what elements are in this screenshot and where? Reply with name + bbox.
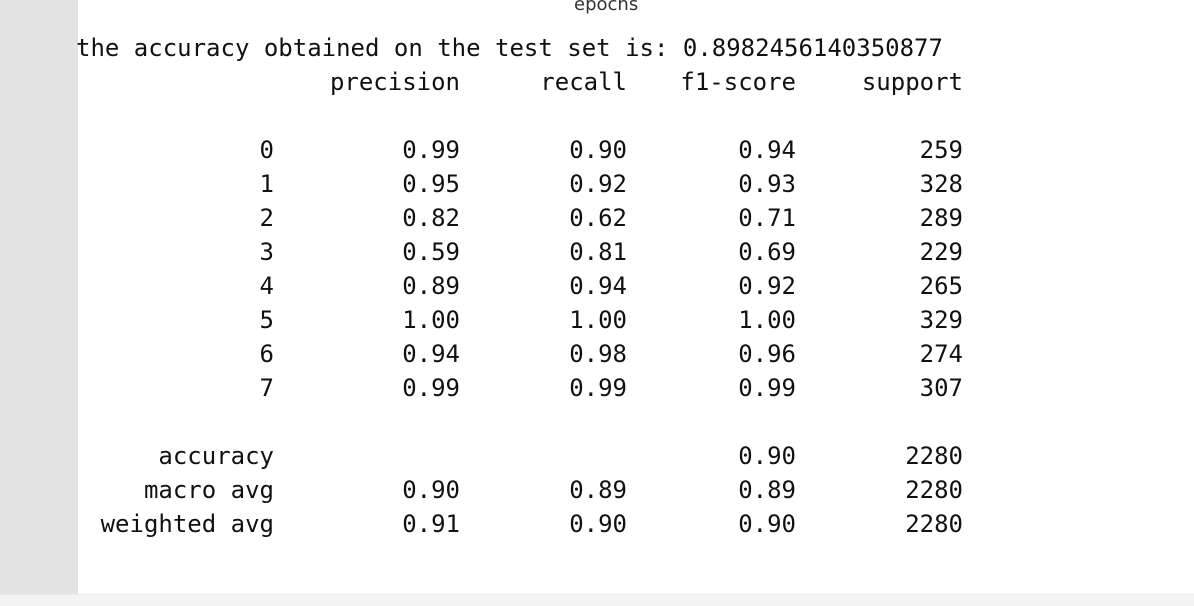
- support-value: 329: [919, 306, 963, 334]
- row-label: accuracy: [158, 442, 274, 470]
- bottom-scroll-strip: [0, 594, 1194, 606]
- row-label: 6: [259, 340, 274, 368]
- f1-score-value: 1.00: [738, 306, 796, 334]
- f1-score-value: 0.94: [738, 136, 796, 164]
- row-label: 2: [259, 204, 274, 232]
- row-label: 0: [259, 136, 274, 164]
- table-row: 7 0.99 0.99 0.99 307: [76, 371, 1076, 405]
- precision-value: 0.99: [402, 136, 460, 164]
- recall-value: 0.92: [569, 170, 627, 198]
- support-value: 259: [919, 136, 963, 164]
- recall-value: 0.90: [569, 510, 627, 538]
- accuracy-line: the accuracy obtained on the test set is…: [76, 34, 943, 62]
- precision-value: 0.89: [402, 272, 460, 300]
- precision-value: 0.95: [402, 170, 460, 198]
- precision-value: 0.82: [402, 204, 460, 232]
- recall-value: 0.90: [569, 136, 627, 164]
- support-value: 274: [919, 340, 963, 368]
- row-label: 1: [259, 170, 274, 198]
- table-row: 6 0.94 0.98 0.96 274: [76, 337, 1076, 371]
- row-label: 3: [259, 238, 274, 266]
- support-value: 2280: [905, 476, 963, 504]
- recall-value: 0.94: [569, 272, 627, 300]
- table-row: 5 1.00 1.00 1.00 329: [76, 303, 1076, 337]
- cell-gutter: [0, 0, 78, 594]
- row-label: 5: [259, 306, 274, 334]
- f1-score-value: 0.90: [738, 510, 796, 538]
- support-value: 229: [919, 238, 963, 266]
- precision-value: 0.90: [402, 476, 460, 504]
- support-value: 328: [919, 170, 963, 198]
- table-row: 1 0.95 0.92 0.93 328: [76, 167, 1076, 201]
- f1-score-value: 0.71: [738, 204, 796, 232]
- header-precision: precision: [329, 68, 460, 96]
- row-label: weighted avg: [100, 510, 274, 538]
- precision-value: 0.94: [402, 340, 460, 368]
- support-value: 307: [919, 374, 963, 402]
- classification-report-output: the accuracy obtained on the test set is…: [76, 0, 1186, 594]
- table-row: weighted avg 0.91 0.90 0.90 2280: [76, 507, 1076, 541]
- support-value: 2280: [905, 442, 963, 470]
- recall-value: 0.98: [569, 340, 627, 368]
- recall-value: 0.99: [569, 374, 627, 402]
- table-row: macro avg 0.90 0.89 0.89 2280: [76, 473, 1076, 507]
- report-header-row: precision recall f1-score support: [76, 65, 1076, 99]
- f1-score-value: 0.93: [738, 170, 796, 198]
- table-row: 0 0.99 0.90 0.94 259: [76, 133, 1076, 167]
- support-value: 265: [919, 272, 963, 300]
- table-row: accuracy 0.90 2280: [76, 439, 1076, 473]
- header-support: support: [861, 68, 963, 96]
- precision-value: 0.99: [402, 374, 460, 402]
- f1-score-value: 0.96: [738, 340, 796, 368]
- row-label: macro avg: [143, 476, 274, 504]
- row-label: 7: [259, 374, 274, 402]
- f1-score-value: 0.92: [738, 272, 796, 300]
- header-recall: recall: [540, 68, 627, 96]
- recall-value: 1.00: [569, 306, 627, 334]
- recall-value: 0.89: [569, 476, 627, 504]
- recall-value: 0.81: [569, 238, 627, 266]
- precision-value: 0.91: [402, 510, 460, 538]
- recall-value: 0.62: [569, 204, 627, 232]
- f1-score-value: 0.99: [738, 374, 796, 402]
- table-row: 3 0.59 0.81 0.69 229: [76, 235, 1076, 269]
- precision-value: 1.00: [402, 306, 460, 334]
- precision-value: 0.59: [402, 238, 460, 266]
- support-value: 2280: [905, 510, 963, 538]
- table-row: 4 0.89 0.94 0.92 265: [76, 269, 1076, 303]
- plot-axis-label: epochs: [574, 0, 639, 15]
- row-label: 4: [259, 272, 274, 300]
- f1-score-value: 0.89: [738, 476, 796, 504]
- f1-score-value: 0.69: [738, 238, 796, 266]
- f1-score-value: 0.90: [738, 442, 796, 470]
- table-row: 2 0.82 0.62 0.71 289: [76, 201, 1076, 235]
- support-value: 289: [919, 204, 963, 232]
- header-f1-score: f1-score: [680, 68, 796, 96]
